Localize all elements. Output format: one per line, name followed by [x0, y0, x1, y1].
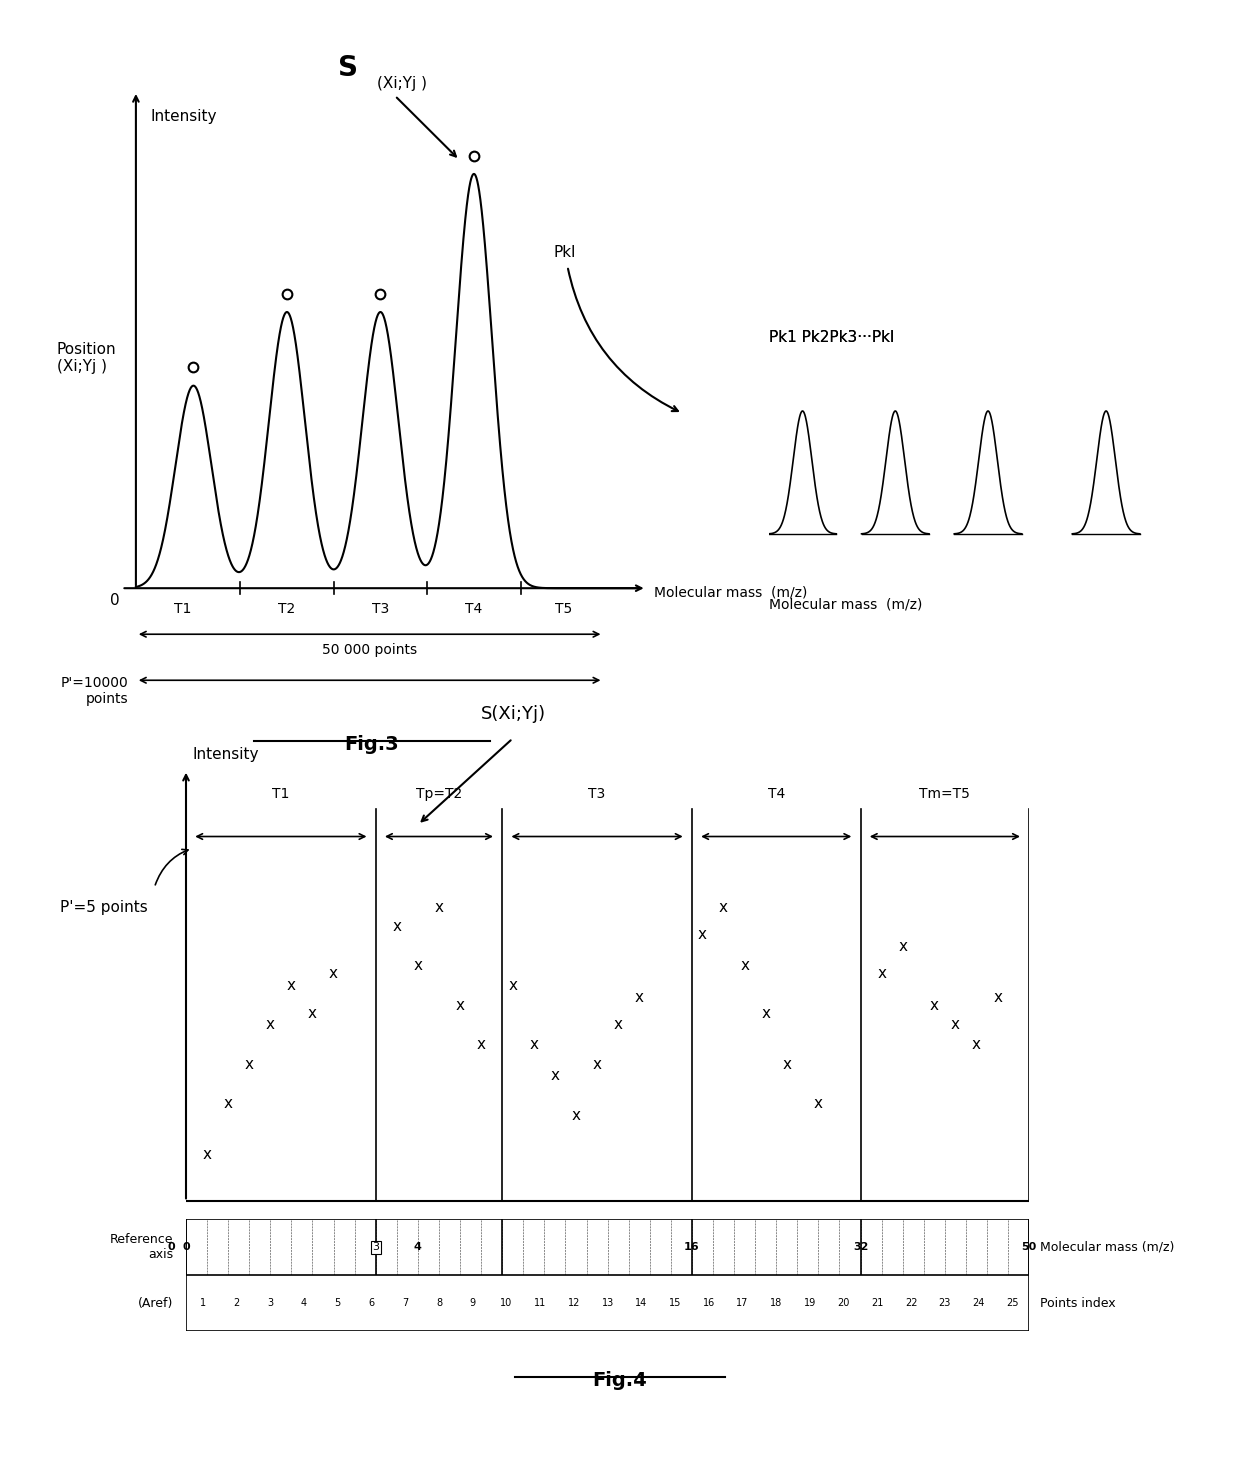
Text: x: x [529, 1037, 538, 1052]
Text: 1: 1 [200, 1299, 206, 1308]
Text: S(Xi;Yj): S(Xi;Yj) [481, 705, 547, 722]
Text: x: x [740, 959, 749, 974]
Text: x: x [551, 1068, 559, 1083]
Text: x: x [476, 1037, 486, 1052]
Text: 13: 13 [601, 1299, 614, 1308]
Text: x: x [593, 1056, 601, 1071]
Text: x: x [265, 1018, 275, 1033]
Text: 50 000 points: 50 000 points [322, 643, 417, 658]
Text: 10: 10 [500, 1299, 512, 1308]
Text: x: x [930, 997, 939, 1012]
Text: 11: 11 [534, 1299, 547, 1308]
Text: x: x [813, 1096, 823, 1111]
Text: x: x [719, 900, 728, 915]
Text: x: x [202, 1147, 212, 1162]
Text: T2: T2 [278, 602, 295, 616]
Text: T3: T3 [589, 787, 605, 802]
Text: T4: T4 [465, 602, 482, 616]
Text: P'=5 points: P'=5 points [60, 900, 148, 915]
Text: 16: 16 [684, 1243, 699, 1252]
Text: Reference
axis: Reference axis [110, 1233, 174, 1262]
Text: 20: 20 [837, 1299, 849, 1308]
Text: Pk1 Pk2Pk3···Pkl: Pk1 Pk2Pk3···Pkl [769, 330, 894, 346]
Text: 23: 23 [939, 1299, 951, 1308]
Text: Molecular mass  (m/z): Molecular mass (m/z) [769, 597, 923, 612]
Text: Molecular mass  (m/z): Molecular mass (m/z) [653, 585, 807, 600]
Text: 0: 0 [109, 593, 119, 608]
Text: x: x [434, 900, 444, 915]
Text: x: x [392, 919, 402, 934]
Text: Intensity: Intensity [150, 109, 217, 125]
Text: x: x [972, 1037, 981, 1052]
Text: x: x [329, 966, 339, 981]
Text: Position
(Xi;Yj ): Position (Xi;Yj ) [57, 341, 117, 374]
Text: T4: T4 [768, 787, 785, 802]
Text: x: x [898, 938, 908, 953]
Text: T3: T3 [372, 602, 389, 616]
Text: 2: 2 [233, 1299, 239, 1308]
Text: 7: 7 [402, 1299, 408, 1308]
Text: 16: 16 [703, 1299, 715, 1308]
Text: T1: T1 [272, 787, 290, 802]
Text: x: x [223, 1096, 233, 1111]
Text: x: x [413, 959, 423, 974]
Text: 19: 19 [804, 1299, 816, 1308]
FancyBboxPatch shape [186, 1219, 1029, 1275]
Text: P'=10000
points: P'=10000 points [61, 675, 129, 706]
Text: x: x [614, 1018, 622, 1033]
Text: 14: 14 [635, 1299, 647, 1308]
Text: 24: 24 [972, 1299, 985, 1308]
Text: 5: 5 [335, 1299, 341, 1308]
Text: Pk1 Pk2Pk3···Pkl: Pk1 Pk2Pk3···Pkl [769, 330, 894, 346]
Text: x: x [993, 990, 1002, 1005]
Text: x: x [698, 927, 707, 941]
Text: 15: 15 [668, 1299, 681, 1308]
Text: $\mathbf{S}$: $\mathbf{S}$ [337, 54, 357, 82]
Text: (Aref): (Aref) [138, 1297, 174, 1309]
Text: 0: 0 [182, 1243, 190, 1252]
Text: Molecular mass (m/z): Molecular mass (m/z) [1040, 1242, 1174, 1253]
FancyBboxPatch shape [186, 1275, 1029, 1331]
Text: Tm=T5: Tm=T5 [919, 787, 971, 802]
Text: x: x [455, 997, 465, 1012]
Text: 9: 9 [470, 1299, 476, 1308]
Text: x: x [951, 1018, 960, 1033]
Text: 32: 32 [853, 1243, 868, 1252]
Text: x: x [761, 1006, 770, 1021]
Text: (Xi;Yj ): (Xi;Yj ) [377, 76, 427, 91]
Text: 8: 8 [436, 1299, 441, 1308]
Text: 18: 18 [770, 1299, 782, 1308]
Text: 3: 3 [372, 1243, 379, 1252]
Text: 6: 6 [368, 1299, 374, 1308]
Text: Intensity: Intensity [192, 747, 259, 762]
Text: 0: 0 [167, 1243, 176, 1252]
Text: 50: 50 [1022, 1243, 1037, 1252]
Text: Points index: Points index [1040, 1297, 1115, 1309]
Text: Pkl: Pkl [553, 244, 575, 260]
Text: 17: 17 [737, 1299, 749, 1308]
Text: 12: 12 [568, 1299, 580, 1308]
Text: x: x [286, 978, 296, 993]
Text: 22: 22 [905, 1299, 918, 1308]
Text: 21: 21 [872, 1299, 884, 1308]
Text: 25: 25 [1006, 1299, 1018, 1308]
Text: T1: T1 [174, 602, 191, 616]
Text: 4: 4 [301, 1299, 308, 1308]
Text: Tp=T2: Tp=T2 [415, 787, 463, 802]
Text: x: x [244, 1056, 254, 1071]
Text: x: x [508, 978, 517, 993]
Text: x: x [308, 1006, 317, 1021]
Text: x: x [572, 1108, 580, 1122]
Text: Fig.4: Fig.4 [593, 1371, 647, 1390]
Text: x: x [877, 966, 887, 981]
Text: x: x [635, 990, 644, 1005]
Text: Fig.3: Fig.3 [345, 736, 399, 755]
Text: x: x [782, 1056, 791, 1071]
Text: 3: 3 [268, 1299, 273, 1308]
Text: T5: T5 [556, 602, 573, 616]
Text: 4: 4 [414, 1243, 422, 1252]
